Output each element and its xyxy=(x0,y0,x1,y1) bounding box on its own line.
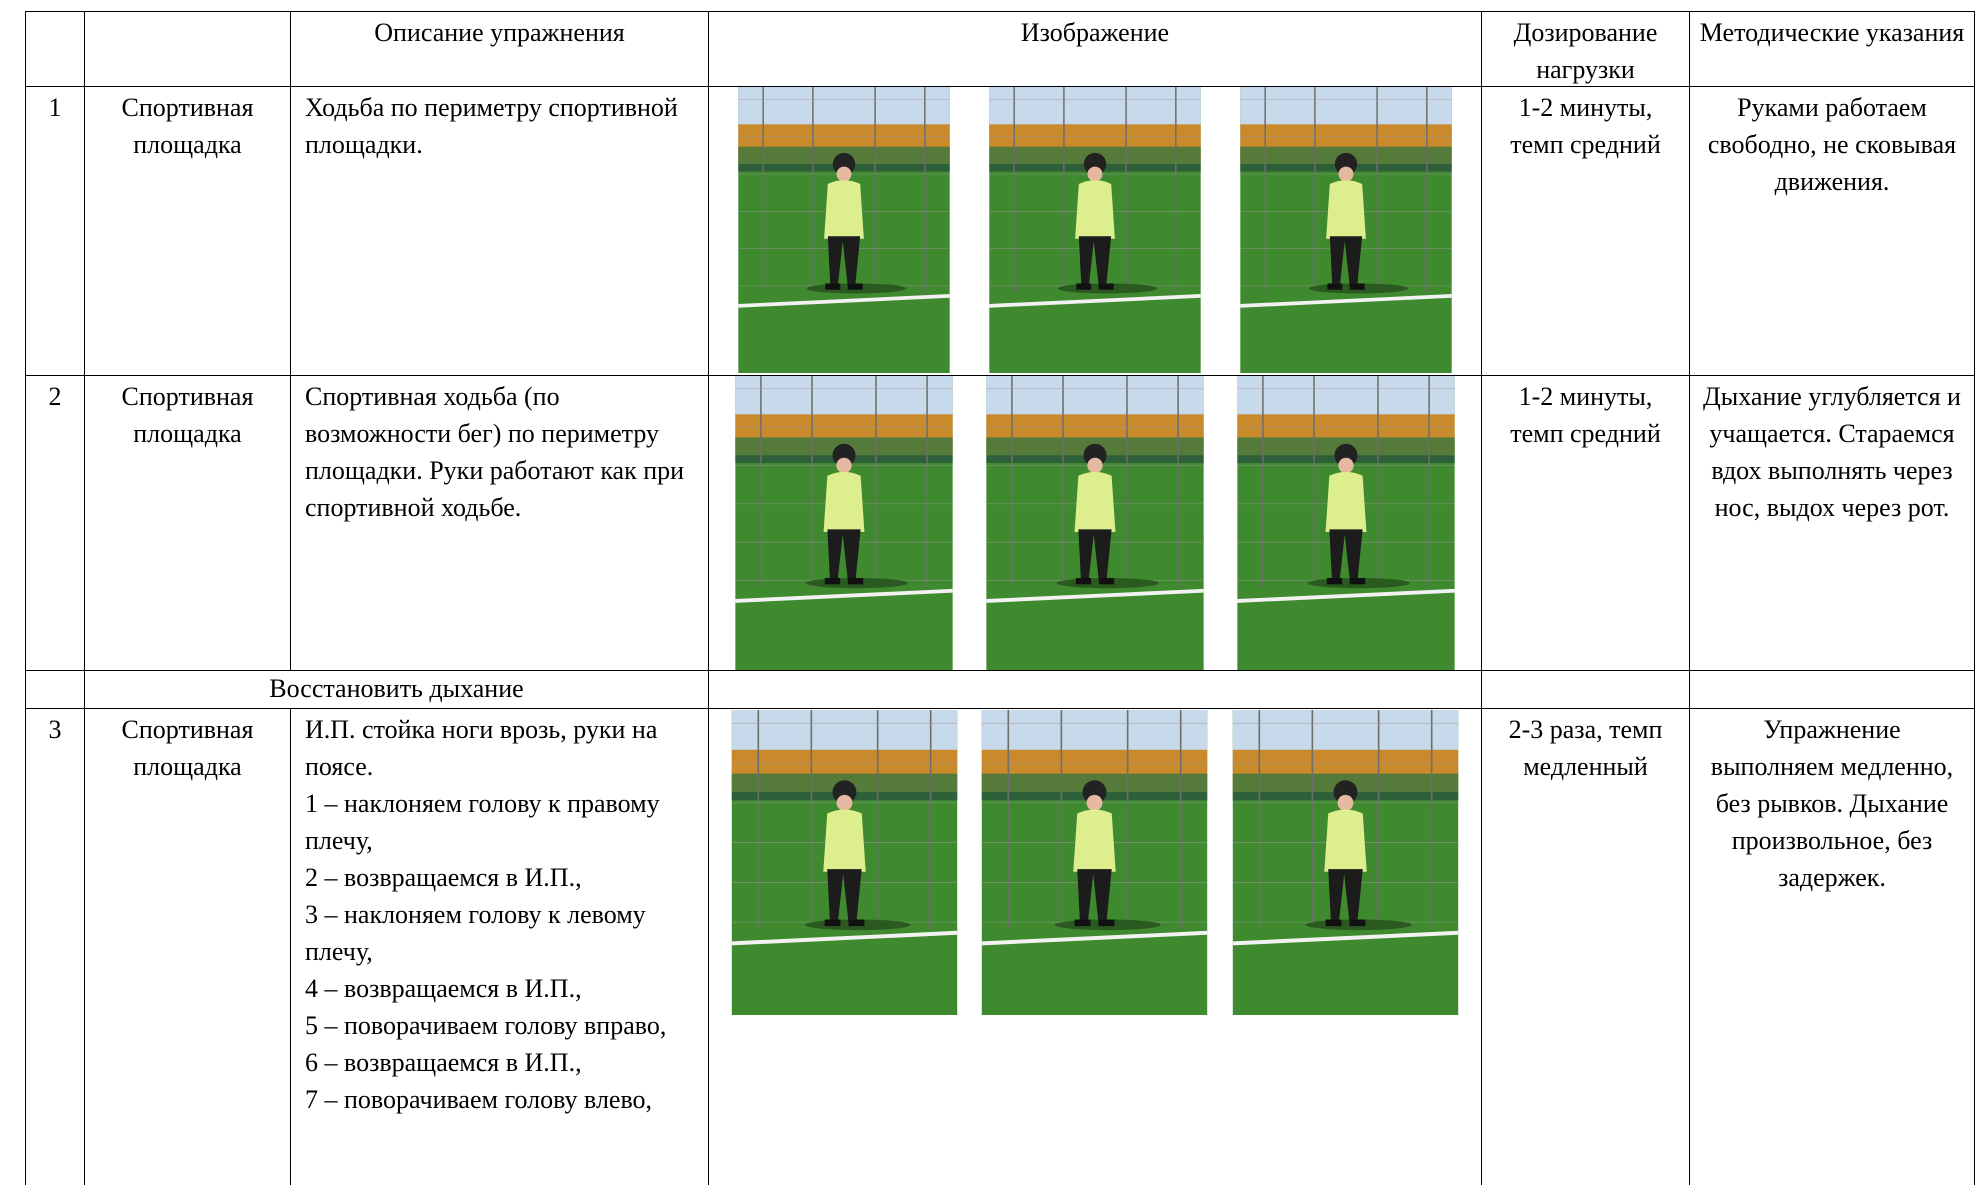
description-line: 4 – возвращаемся в И.П., xyxy=(305,974,582,1003)
description-line: 1 – наклоняем голову к правому плечу, xyxy=(305,789,660,855)
exercise-photo xyxy=(730,710,959,1015)
header-cell: Дозирование нагрузки xyxy=(1481,11,1690,87)
row-number: 1 xyxy=(25,86,85,376)
row-number: 2 xyxy=(25,375,85,671)
row-number: 3 xyxy=(25,708,85,1185)
description-line: 7 – поворачиваем голову влево, xyxy=(305,1085,653,1114)
description-line: 6 – возвращаемся в И.П., xyxy=(305,1048,582,1077)
description-line: И.П. стойка ноги врозь, руки на поясе. xyxy=(305,715,658,781)
header-cell xyxy=(84,11,291,87)
notes: Упражнение выполняем медленно, без рывко… xyxy=(1689,708,1975,1185)
description-line: 5 – поворачиваем голову вправо, xyxy=(305,1011,667,1040)
place: Спортивная площадка xyxy=(84,375,291,671)
description-line: 2 – возвращаемся в И.П., xyxy=(305,863,582,892)
empty-cell xyxy=(1481,670,1690,709)
notes: Руками работаем свободно, не сковывая дв… xyxy=(1689,86,1975,376)
header-cell: Изображение xyxy=(708,11,1482,87)
exercise-photo xyxy=(980,710,1209,1015)
description-line: Ходьба по периметру спортивной площадки. xyxy=(305,93,678,159)
empty-cell xyxy=(25,670,85,709)
empty-cell xyxy=(1689,670,1975,709)
description-line: Спортивная ходьба (по возможности бег) п… xyxy=(305,382,685,522)
images xyxy=(708,86,1482,376)
description: И.П. стойка ноги врозь, руки на поясе. 1 … xyxy=(290,708,709,1185)
description: Ходьба по периметру спортивной площадки. xyxy=(290,86,709,376)
dosage: 1-2 минуты, темп средний xyxy=(1481,375,1690,671)
header-cell: Методические указания xyxy=(1689,11,1975,87)
dosage: 2-3 раза, темп медленный xyxy=(1481,708,1690,1185)
exercise-photo xyxy=(1235,376,1457,670)
dosage: 1-2 минуты, темп средний xyxy=(1481,86,1690,376)
note: Восстановить дыхание xyxy=(84,670,709,709)
empty-cell xyxy=(708,670,1482,709)
exercise-photo xyxy=(984,376,1206,670)
exercise-photo xyxy=(737,87,952,373)
exercise-photo xyxy=(987,87,1202,373)
images xyxy=(708,375,1482,671)
header-cell: Описание упражнения xyxy=(290,11,709,87)
header-cell xyxy=(25,11,85,87)
description: Спортивная ходьба (по возможности бег) п… xyxy=(290,375,709,671)
notes: Дыхание углубляется и учащается. Стараем… xyxy=(1689,375,1975,671)
exercise-photo xyxy=(733,376,955,670)
exercise-photo xyxy=(1238,87,1453,373)
description-line: 3 – наклоняем голову к левому плечу, xyxy=(305,900,646,966)
place: Спортивная площадка xyxy=(84,708,291,1185)
exercise-photo xyxy=(1231,710,1460,1015)
place: Спортивная площадка xyxy=(84,86,291,376)
images xyxy=(708,708,1482,1185)
